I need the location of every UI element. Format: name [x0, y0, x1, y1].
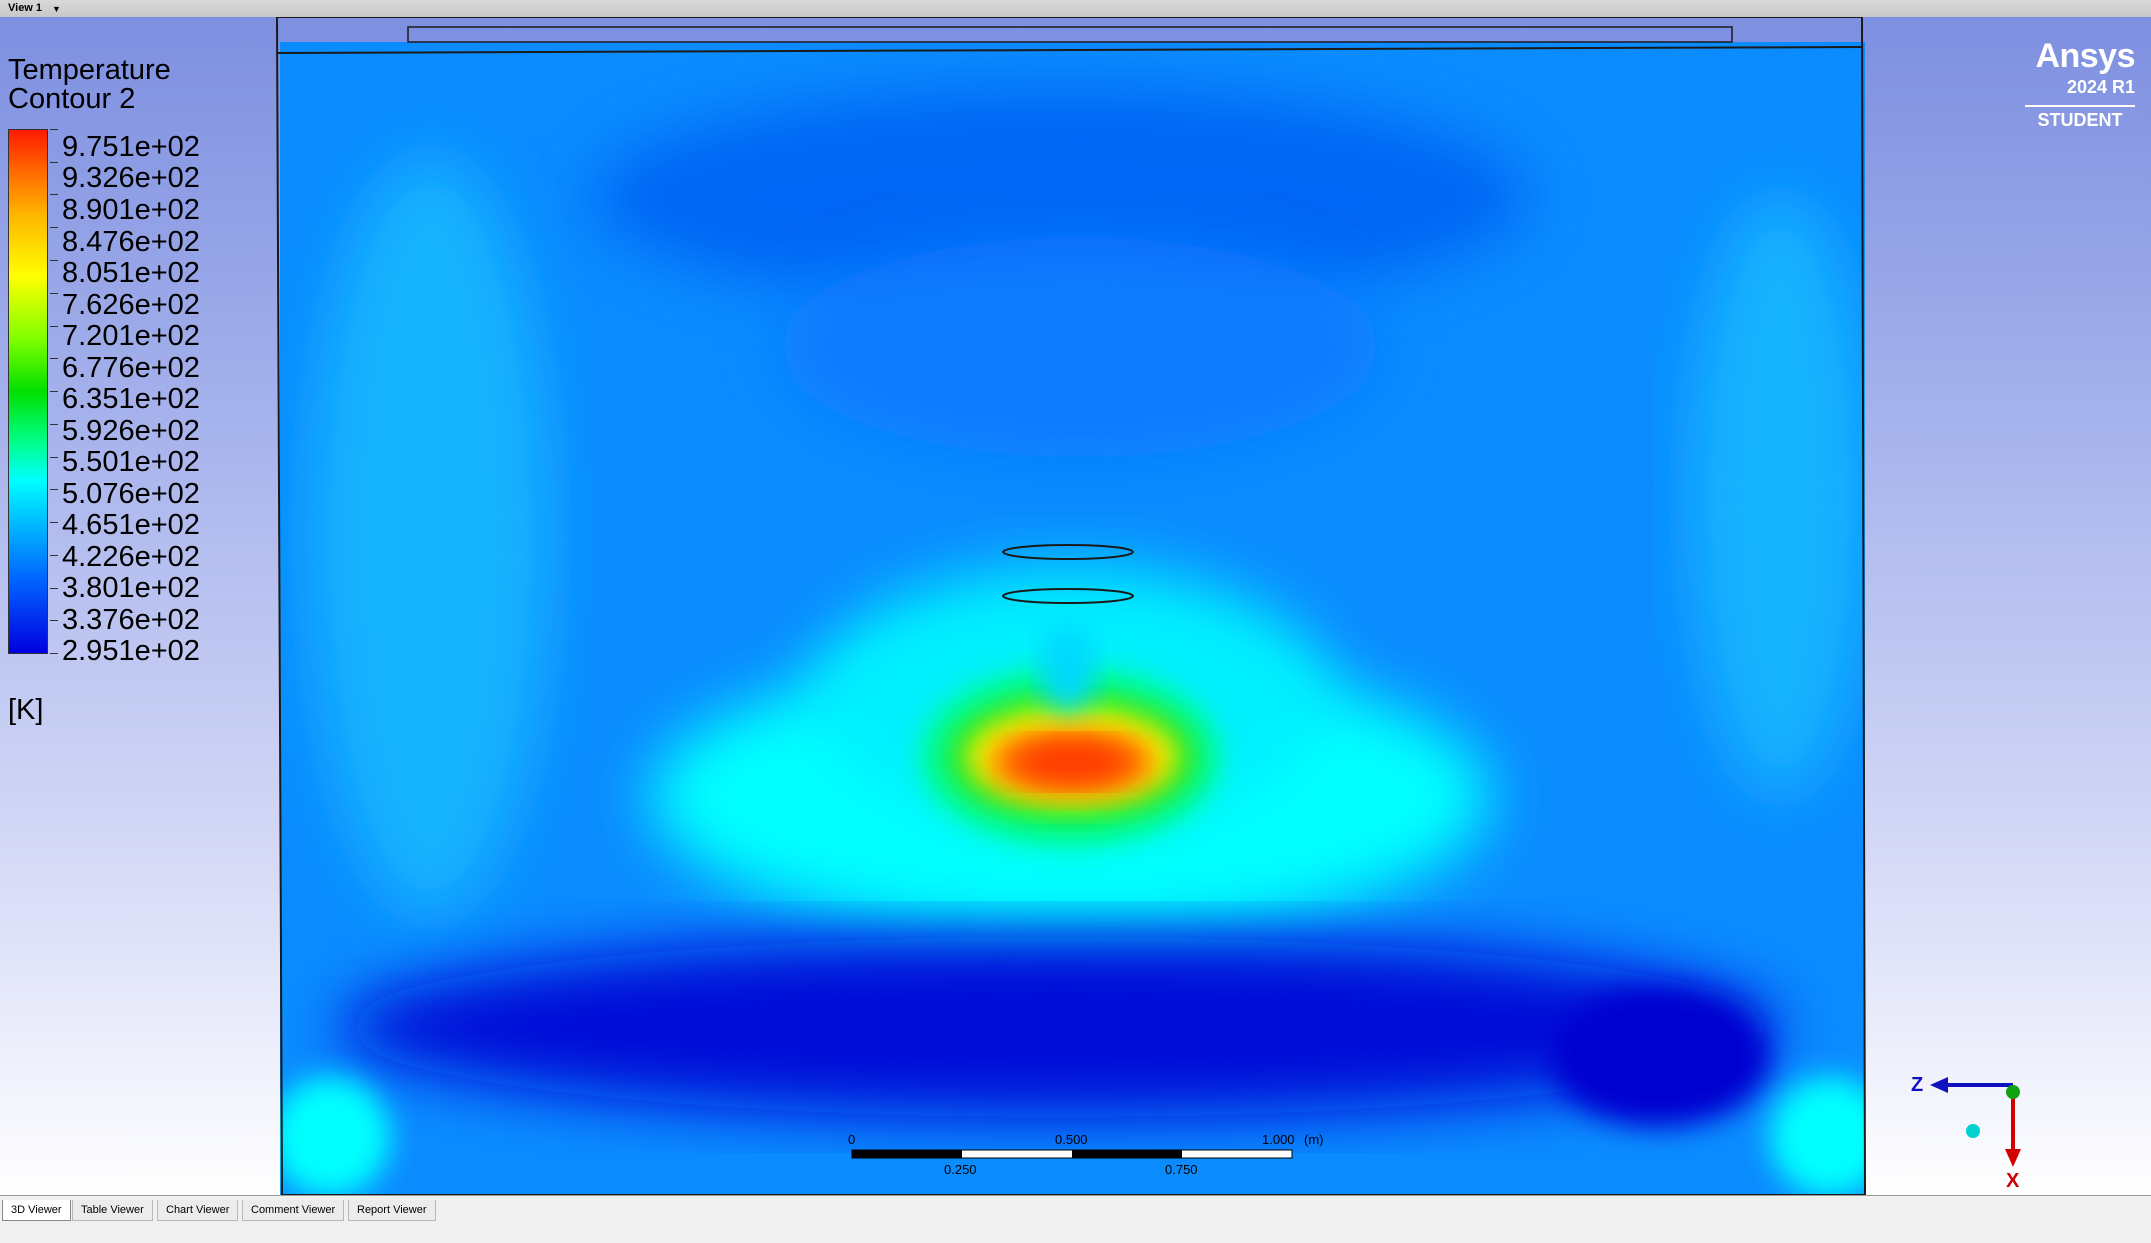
ansys-logo: Ansys — [2035, 37, 2135, 75]
legend-tick — [50, 522, 58, 523]
legend-unit: [K] — [8, 694, 44, 726]
scale-label-q1: 0.250 — [944, 1162, 977, 1177]
tab-table-viewer[interactable]: Table Viewer — [72, 1200, 153, 1221]
3d-viewport[interactable]: Temperature Contour 2 9.751e+02 9.326e+0… — [0, 17, 2151, 1195]
legend-tick — [50, 457, 58, 458]
legend-level-label: 3.376e+02 — [62, 604, 200, 636]
legend-tick — [50, 391, 58, 392]
tab-report-viewer[interactable]: Report Viewer — [348, 1200, 436, 1221]
legend-level-label: 7.626e+02 — [62, 289, 200, 321]
scale-unit: (m) — [1304, 1132, 1324, 1147]
legend-tick — [50, 489, 58, 490]
legend-tick — [50, 588, 58, 589]
scale-bar — [851, 1149, 1293, 1159]
legend-level-label: 7.201e+02 — [62, 320, 200, 352]
legend-level-label: 6.351e+02 — [62, 383, 200, 415]
ansys-version: 2024 R1 — [2066, 77, 2135, 97]
scale-label-q3: 0.750 — [1165, 1162, 1198, 1177]
axis-label-z: Z — [1911, 1074, 1924, 1096]
legend-tick — [50, 424, 58, 425]
legend-title: Temperature — [8, 54, 171, 86]
scale-label-mid: 0.500 — [1055, 1132, 1088, 1147]
legend-tick — [50, 227, 58, 228]
legend-level-label: 4.651e+02 — [62, 509, 200, 541]
view-title[interactable]: View 1 — [8, 2, 43, 14]
legend-level-label: 9.751e+02 — [62, 131, 200, 163]
chevron-down-icon[interactable]: ▼ — [52, 4, 61, 14]
legend-level-label: 4.226e+02 — [62, 541, 200, 573]
tab-chart-viewer[interactable]: Chart Viewer — [157, 1200, 239, 1221]
axis-label-x: X — [2006, 1170, 2020, 1192]
legend-tick — [50, 129, 58, 130]
legend-level-label: 9.326e+02 — [62, 162, 200, 194]
ansys-edition: STUDENT — [2025, 105, 2135, 131]
tab-3d-viewer[interactable]: 3D Viewer — [2, 1200, 71, 1221]
legend-tick — [50, 326, 58, 327]
legend-subtitle: Contour 2 — [8, 83, 136, 115]
legend-level-label: 5.076e+02 — [62, 478, 200, 510]
contour-field — [280, 42, 1865, 1195]
scale-label-end: 1.000 — [1262, 1132, 1295, 1147]
legend-level-label: 8.901e+02 — [62, 194, 200, 226]
legend-tick — [50, 620, 58, 621]
temperature-contour-plot — [275, 17, 2021, 1195]
tab-comment-viewer[interactable]: Comment Viewer — [242, 1200, 345, 1221]
legend-level-label: 8.476e+02 — [62, 226, 200, 258]
legend-tick — [50, 358, 58, 359]
legend-level-label: 8.051e+02 — [62, 257, 200, 289]
viewer-tab-bar: 3D Viewer Table Viewer Chart Viewer Comm… — [0, 1195, 2151, 1243]
legend-level-label: 3.801e+02 — [62, 572, 200, 604]
view-selector-bar[interactable]: View 1 ▼ — [0, 0, 2151, 18]
legend-level-label: 2.951e+02 — [62, 635, 200, 667]
legend-tick — [50, 555, 58, 556]
legend-tick — [50, 194, 58, 195]
legend-tick — [50, 162, 58, 163]
legend-level-label: 5.501e+02 — [62, 446, 200, 478]
scale-label-start: 0 — [848, 1132, 856, 1147]
legend-tick — [50, 653, 58, 654]
color-legend-bar — [8, 129, 48, 654]
legend-level-label: 5.926e+02 — [62, 415, 200, 447]
legend-tick — [50, 293, 58, 294]
legend-tick — [50, 260, 58, 261]
axis-triad — [1930, 1077, 2021, 1167]
legend-level-label: 6.776e+02 — [62, 352, 200, 384]
